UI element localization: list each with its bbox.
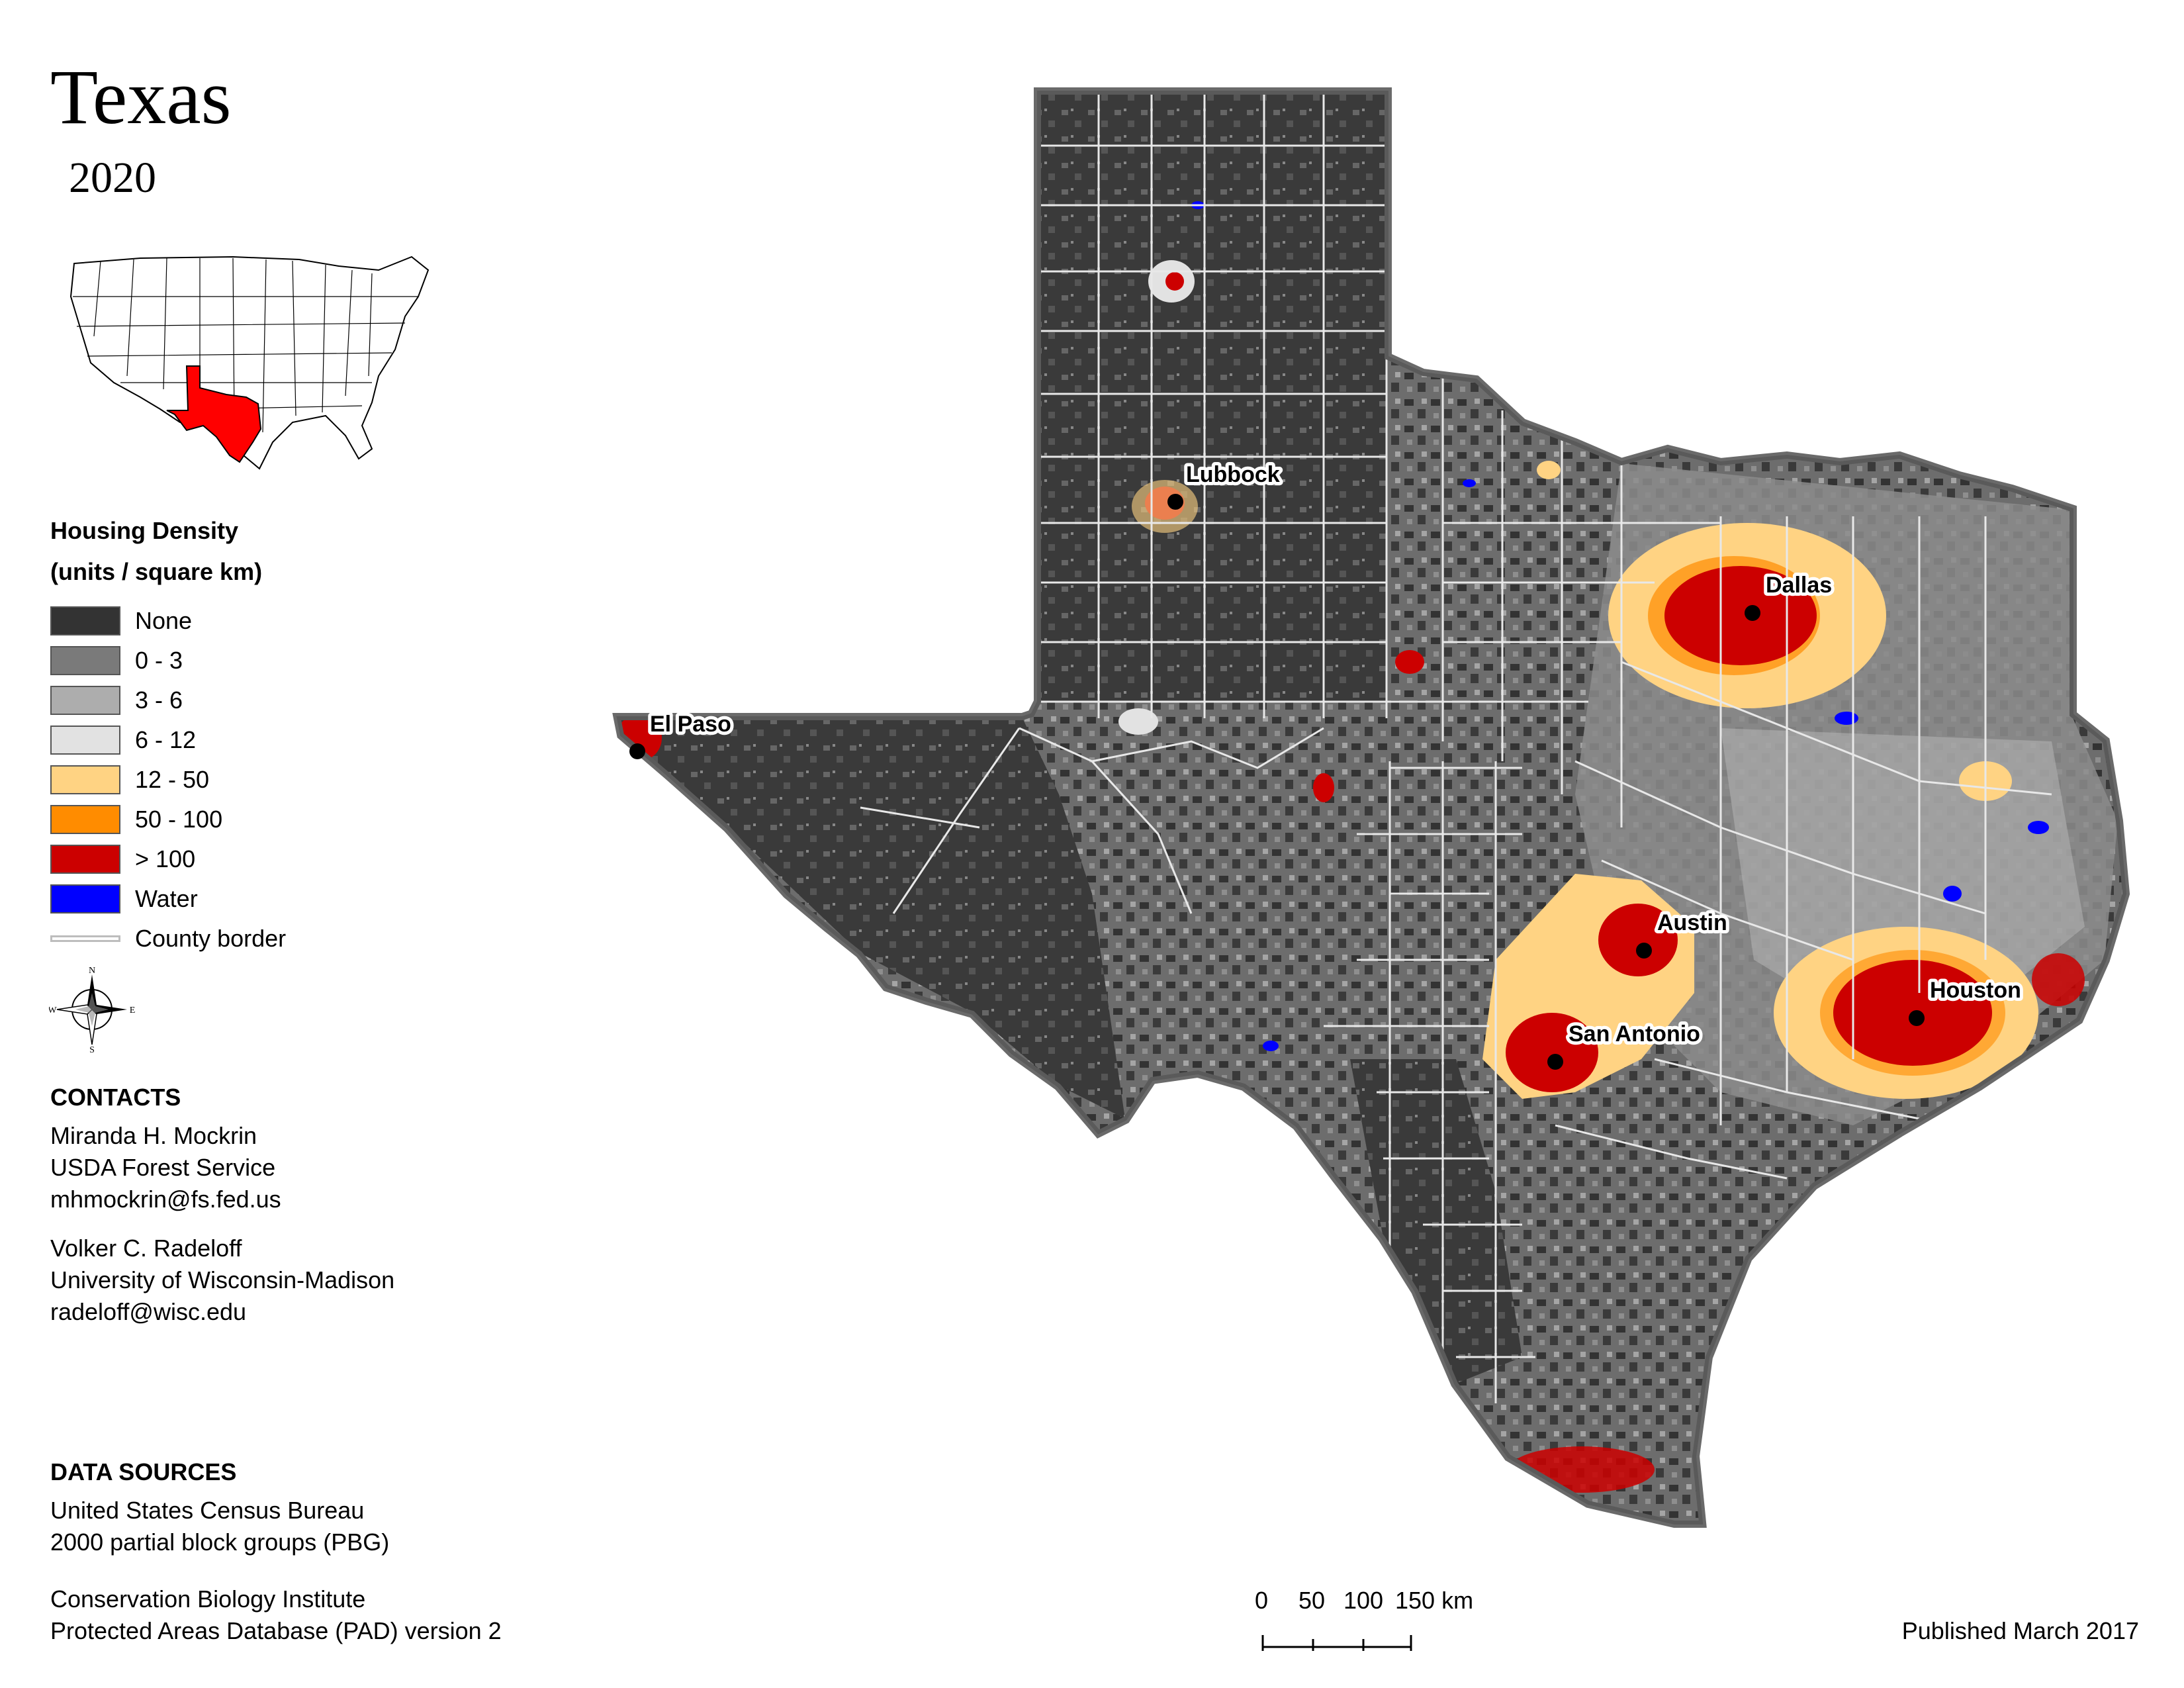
compass-n: N [89,966,95,976]
data-source-line: Conservation Biology Institute [50,1585,366,1613]
published-date: Published March 2017 [1901,1617,2139,1644]
state-grid [73,258,418,433]
legend-swatch [50,765,120,794]
legend-item-0-3: 0 - 3 [50,644,381,677]
scale-bar-line [1261,1635,1412,1651]
legend-title: Housing Density [50,517,239,544]
city-el-paso: El Paso [629,708,735,759]
texas-outline [616,91,2127,1524]
legend-item-12-50: 12 - 50 [50,763,381,796]
city-austin: Austin [1636,907,1731,959]
us-locator-map [69,256,430,470]
legend-label: 0 - 3 [135,647,183,674]
legend-label: 3 - 6 [135,686,183,714]
us-outline [69,256,430,470]
scale-tick-label: 150 km [1395,1587,1474,1614]
city-label: Dallas [1766,573,1832,598]
legend-label: > 100 [135,845,196,872]
legend-item-3-6: 3 - 6 [50,684,381,717]
legend-swatch [50,646,120,675]
density-raster [619,93,2124,1523]
city-san-antonio: San Antonio [1547,1018,1704,1070]
county-borders [860,93,2052,1403]
data-source-line: United States Census Bureau [50,1497,365,1524]
contact-2-name: Volker C. Radeloff [50,1235,242,1262]
city-marker [629,743,645,759]
compass-rose-icon: N S E W [49,966,135,1053]
legend-item-none: None [50,604,381,637]
contact-2-email[interactable]: radeloff@wisc.edu [50,1298,247,1325]
contact-1-name: Miranda H. Mockrin [50,1122,257,1149]
legend-subtitle: (units / square km) [50,558,263,585]
city-lubbock: Lubbock [1167,459,1283,510]
city-marker [1745,605,1760,621]
legend-label: Water [135,885,198,912]
legend-item-county-border: County border [50,922,381,955]
legend-swatch [50,845,120,874]
legend-label: 6 - 12 [135,726,197,753]
city-houston: Houston [1909,974,2025,1026]
legend-swatch [50,726,120,755]
legend-item-6-12: 6 - 12 [50,724,381,757]
map-year: 2020 [69,154,156,202]
legend-swatch [50,884,120,914]
compass-s: S [89,1045,95,1053]
legend-swatch [50,686,120,715]
compass-w: W [49,1006,57,1015]
city-label: San Antonio [1569,1021,1700,1047]
contacts-heading: CONTACTS [50,1084,181,1111]
contact-2-org: University of Wisconsin-Madison [50,1266,395,1293]
compass-e: E [130,1006,135,1015]
city-marker [1636,943,1652,959]
map-title: Texas [50,54,232,140]
city-dallas: Dallas [1745,569,1835,621]
legend-label: 50 - 100 [135,806,223,833]
scale-bar: 0 50 100 150 km [1244,1589,1509,1662]
city-label: Lubbock [1186,462,1280,487]
legend-swatch [50,606,120,635]
data-sources-heading: DATA SOURCES [50,1458,237,1485]
texas-housing-density-map: Lubbock El Paso Dallas Austin San Antoni… [612,87,2130,1528]
data-source-line: Protected Areas Database (PAD) version 2 [50,1617,502,1644]
city-label: El Paso [650,712,731,737]
scale-tick-label: 0 [1255,1587,1269,1614]
legend-label: County border [135,925,287,952]
texas-highlight [166,365,262,463]
scale-tick-label: 100 [1343,1587,1384,1614]
data-source-line: 2000 partial block groups (PBG) [50,1528,390,1556]
county-border-swatch [50,935,120,942]
city-label: Austin [1657,910,1727,935]
contact-1-org: USDA Forest Service [50,1154,276,1181]
legend-item-over-100: > 100 [50,843,381,876]
legend-item-water: Water [50,882,381,915]
scale-tick-label: 50 [1298,1587,1326,1614]
legend-swatch [50,805,120,834]
legend-item-50-100: 50 - 100 [50,803,381,836]
legend-label: 12 - 50 [135,766,210,793]
city-marker [1909,1010,1925,1026]
contact-1-email[interactable]: mhmockrin@fs.fed.us [50,1186,281,1213]
legend-label: None [135,607,193,634]
city-marker [1547,1054,1563,1070]
city-marker [1167,494,1183,510]
city-label: Houston [1930,978,2021,1003]
